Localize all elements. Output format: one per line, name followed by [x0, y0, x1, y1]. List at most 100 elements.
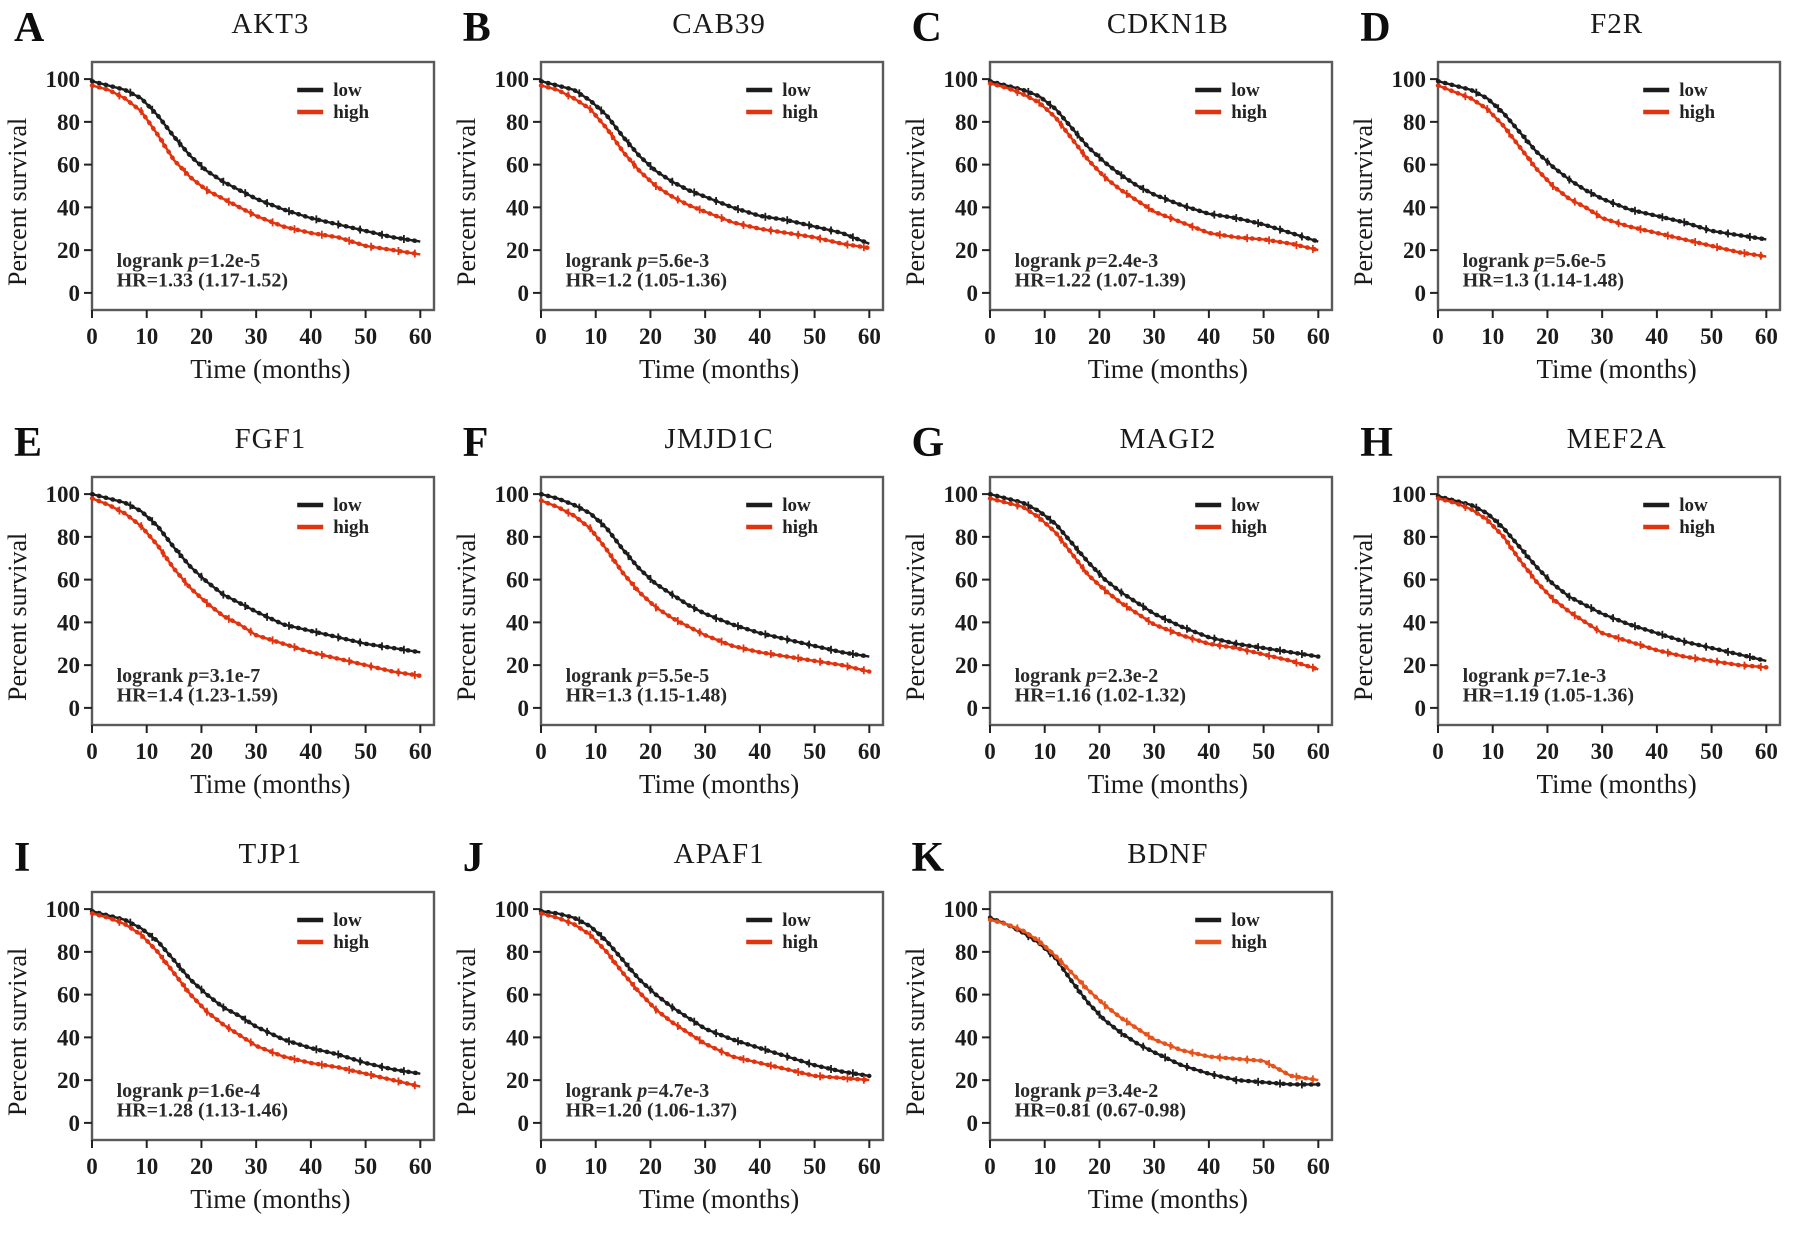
x-tick-label: 20 [190, 739, 213, 764]
panel-title: TJP1 [238, 838, 303, 870]
y-tick-label: 100 [46, 897, 81, 922]
y-tick-label: 40 [506, 195, 529, 220]
panel-title: CDKN1B [1106, 8, 1229, 40]
y-tick-label: 20 [955, 653, 978, 678]
x-axis-label: Time (months) [1087, 769, 1249, 799]
annotation-logrank: logrank p=7.1e-3 [1463, 665, 1607, 687]
x-tick-label: 60 [1755, 739, 1778, 764]
x-tick-label: 0 [984, 1154, 996, 1179]
y-tick-label: 20 [506, 653, 529, 678]
x-tick-label: 60 [409, 324, 432, 349]
legend-low-label: low [782, 80, 811, 101]
x-axis-label: Time (months) [1087, 1184, 1249, 1214]
x-axis-label: Time (months) [190, 1184, 351, 1214]
x-tick-label: 60 [1306, 1154, 1329, 1179]
panel-title: CAB39 [672, 8, 766, 40]
x-tick-label: 40 [299, 1154, 322, 1179]
plot-box [539, 475, 884, 727]
legend-high-label: high [1679, 517, 1715, 538]
panel-body: Percent survival 0 20 40 60 80 100 0 10 20 30 40 50… [449, 52, 898, 352]
panel-header: D F2R [1346, 5, 1795, 52]
x-axis-label: Time (months) [190, 769, 351, 799]
panel-body: Percent survival 0 20 40 60 80 100 0 10 20 30 40 50… [1346, 467, 1795, 767]
survival-curve-low [987, 79, 1320, 244]
survival-curve-high [987, 496, 1320, 672]
x-tick-label: 20 [639, 739, 662, 764]
legend-high-label: high [782, 932, 818, 953]
x-tick-label: 10 [1033, 324, 1056, 349]
survival-curve-high [1436, 496, 1769, 671]
y-tick-label: 60 [57, 153, 80, 178]
km-panel: B CAB39 Percent survival 0 20 40 60 80 100 0 10… [449, 0, 898, 415]
y-axis-label: Percent survival [451, 532, 481, 702]
x-axis-label: Time (months) [1087, 354, 1249, 384]
panel-title: APAF1 [673, 838, 765, 870]
y-tick-label: 80 [955, 525, 978, 550]
x-tick-label: 40 [1197, 739, 1220, 764]
x-tick-label: 10 [1481, 739, 1504, 764]
y-tick-label: 0 [1415, 281, 1427, 306]
y-tick-label: 40 [57, 1025, 80, 1050]
panel-body: Percent survival 0 20 40 60 80 100 0 10 20 30 40 50… [449, 882, 898, 1182]
x-tick-label: 0 [1433, 739, 1445, 764]
annotation-hr: HR=1.20 (1.06-1.37) [565, 1099, 736, 1121]
x-tick-label: 50 [803, 1154, 826, 1179]
x-tick-label: 60 [858, 739, 881, 764]
y-tick-label: 80 [955, 940, 978, 965]
plot-box [90, 890, 436, 1142]
survival-curve-low [538, 79, 872, 246]
legend-low-label: low [1231, 910, 1260, 931]
annotation-logrank: logrank p=2.4e-3 [1014, 250, 1158, 272]
x-tick-label: 60 [858, 324, 881, 349]
x-tick-label: 30 [1142, 324, 1165, 349]
panel-title: MEF2A [1566, 423, 1667, 455]
x-axis-label: Time (months) [638, 354, 800, 384]
x-tick-label: 40 [748, 739, 771, 764]
survival-curve-low [538, 491, 872, 659]
survival-curve-high [987, 917, 1320, 1084]
panel-body: Percent survival 0 20 40 60 80 100 0 10 20 30 40 50… [449, 467, 898, 767]
plot-box [539, 890, 884, 1142]
y-tick-label: 80 [57, 525, 80, 550]
x-axis-label: Time (months) [638, 769, 800, 799]
y-tick-label: 60 [955, 153, 978, 178]
y-tick-label: 20 [955, 238, 978, 263]
legend-low-label: low [333, 910, 362, 931]
panel-letter: A [14, 5, 45, 51]
y-axis-label: Percent survival [3, 117, 32, 287]
x-tick-label: 10 [1481, 324, 1504, 349]
y-tick-label: 40 [955, 1025, 978, 1050]
y-tick-label: 0 [966, 696, 978, 721]
y-axis-label: Percent survival [900, 947, 930, 1117]
x-tick-label: 50 [1700, 324, 1723, 349]
y-tick-label: 60 [57, 568, 80, 593]
legend-high-label: high [782, 517, 818, 538]
x-tick-label: 50 [803, 739, 826, 764]
x-tick-label: 30 [693, 324, 716, 349]
y-tick-label: 100 [1392, 67, 1427, 92]
km-panel: I TJP1 Percent survival 0 20 40 60 80 100 0 10 2… [0, 830, 449, 1245]
x-tick-label: 30 [693, 1154, 716, 1179]
annotation-logrank: logrank p=4.7e-3 [565, 1080, 709, 1102]
x-tick-label: 0 [535, 324, 547, 349]
y-tick-label: 100 [1392, 482, 1427, 507]
survival-curve-low [89, 909, 423, 1076]
y-tick-label: 80 [1403, 525, 1426, 550]
plot-box [90, 475, 436, 727]
x-tick-label: 30 [1142, 1154, 1165, 1179]
x-tick-label: 0 [535, 739, 547, 764]
x-tick-label: 50 [1252, 324, 1275, 349]
panel-letter: D [1360, 5, 1391, 51]
x-tick-label: 10 [584, 324, 607, 349]
panel-header: K BDNF [898, 835, 1347, 882]
legend-high-label: high [782, 102, 818, 123]
legend-high-label: high [1231, 932, 1267, 953]
annotation-hr: HR=1.3 (1.14-1.48) [1463, 269, 1624, 291]
y-tick-label: 100 [943, 482, 978, 507]
annotation-hr: HR=1.2 (1.05-1.36) [565, 269, 726, 291]
